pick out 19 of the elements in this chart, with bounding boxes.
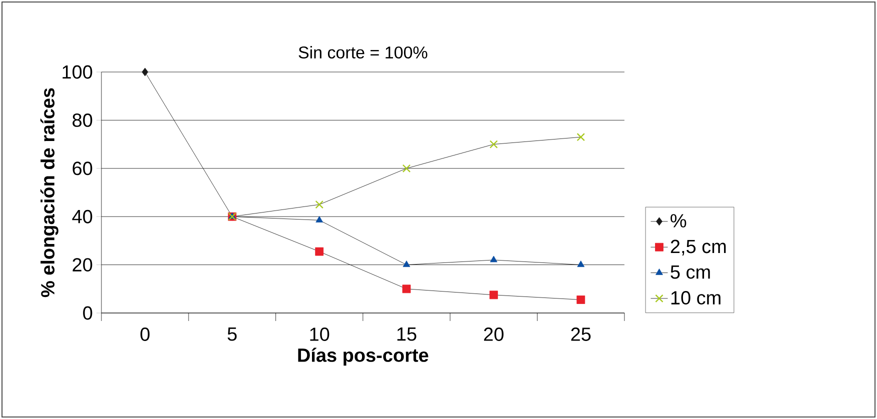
y-tick-label: 60 [72,162,92,176]
y-tick-label: 100 [62,65,92,79]
x-tick-label: 0 [140,328,150,341]
x-tick-label: 10 [310,328,330,341]
legend-label: % [670,214,686,228]
legend-label: 5 cm [670,265,710,279]
y-tick-label: 40 [72,210,92,224]
y-tick-label: 80 [72,113,92,127]
x-tick-label: 5 [228,328,237,341]
legend-label: 10 cm [671,291,720,304]
legend-label: 2,5 cm [670,240,726,256]
x-tick-label: 20 [484,328,504,341]
y-tick-label: 20 [72,258,92,272]
x-tick-label: 25 [571,328,591,341]
x-tick-label: 15 [397,328,416,341]
x-axis-title: Días pos-corte [298,348,428,366]
y-tick-label: 0 [83,306,92,320]
chart-title: Sin corte = 100% [298,46,428,59]
y-axis-title: % elongación de raíces [40,88,58,298]
